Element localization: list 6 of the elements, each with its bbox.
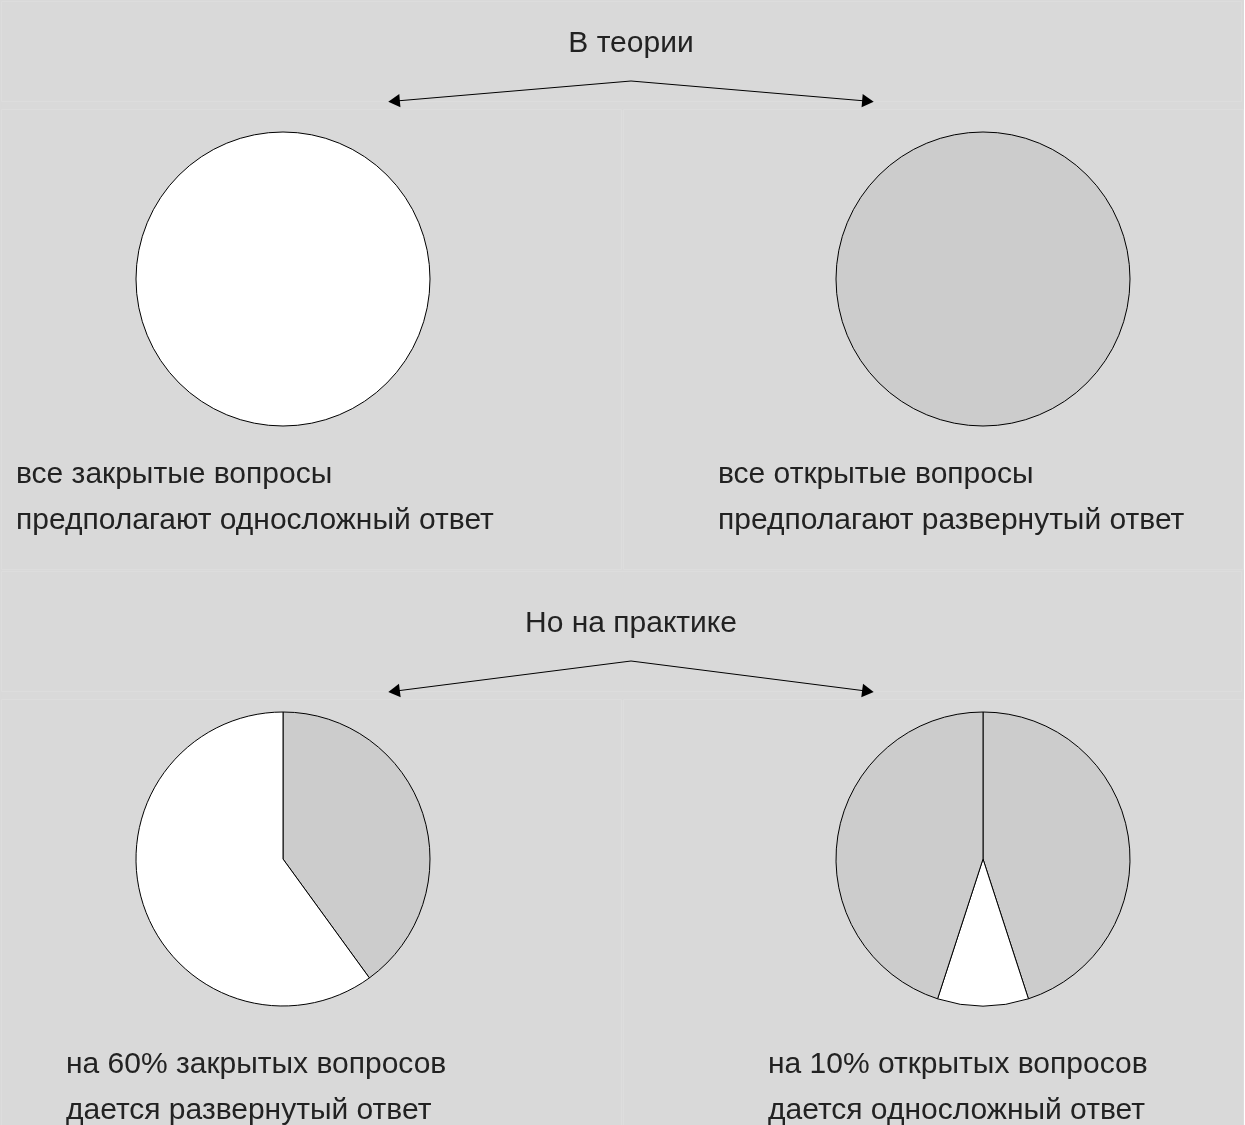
text: на 60% закрытых вопросов дается развернутый ответ	[66, 1046, 447, 1125]
text: В теории	[568, 25, 694, 58]
text: все открытые вопросы предполагают развернутый ответ	[718, 456, 1185, 535]
text: все закрытые вопросы предполагают односложный ответ	[16, 456, 495, 535]
text: на 10% открытых вопросов дается односложный ответ	[768, 1046, 1148, 1125]
text: Но на практике	[525, 605, 737, 638]
